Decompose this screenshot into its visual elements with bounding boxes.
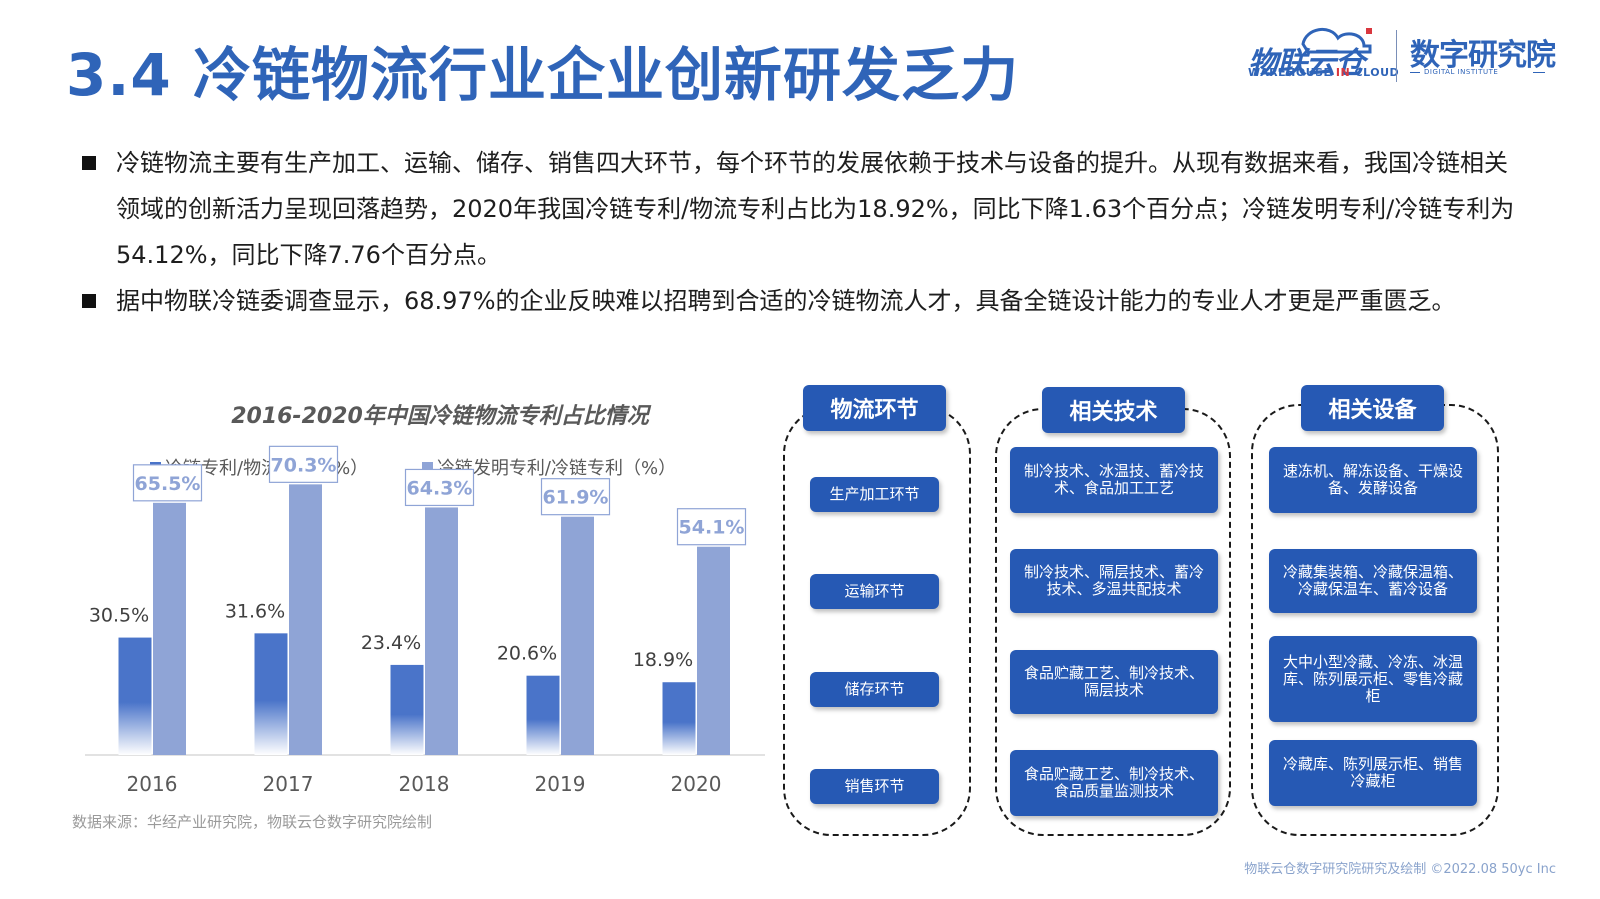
header-logistics: 物流环节 <box>803 385 946 431</box>
bar-series1 <box>526 675 560 755</box>
data-label-box <box>132 464 203 502</box>
cloud-icon <box>1301 28 1372 54</box>
tech-transport: 制冷技术、隔层技术、蓄冷技术、多温共配技术 <box>1010 549 1218 613</box>
bullet-square-icon <box>82 156 96 170</box>
bar-series1 <box>390 664 424 755</box>
data-label-series2: 65.5% <box>135 473 201 495</box>
institute-name: 数字研究院 <box>1410 38 1556 73</box>
stage-transport: 运输环节 <box>810 574 939 609</box>
footer-credit: 物联云仓数字研究院研究及绘制 ©2022.08 50yc Inc <box>1244 862 1556 877</box>
tech-production: 制冷技术、冰温技、蓄冷技术、食品加工工艺 <box>1010 447 1218 513</box>
brand-name-en: WAREHOUSE IN CLOUD <box>1248 66 1400 79</box>
data-label-series2: 70.3% <box>271 454 337 476</box>
data-label-series2: 54.1% <box>679 517 745 539</box>
legend-label: 冷链发明专利/冷链专利（%） <box>436 458 677 479</box>
logo-divider <box>1396 30 1397 82</box>
stage-storage: 储存环节 <box>810 672 939 707</box>
page-title: 3.4 冷链物流行业企业创新研发乏力 <box>66 41 1019 109</box>
x-tick-label: 2018 <box>399 772 450 796</box>
tech-sales: 食品贮藏工艺、制冷技术、食品质量监测技术 <box>1010 750 1218 816</box>
institute-rule-left <box>1410 72 1420 73</box>
bar-series2 <box>153 502 186 755</box>
bullet-text: 据中物联冷链委调查显示，68.97%的企业反映难以招聘到合适的冷链物流人才，具备… <box>116 287 1456 315</box>
bar-series1 <box>254 633 288 755</box>
equip-production: 速冻机、解冻设备、干燥设备、发酵设备 <box>1269 447 1477 513</box>
data-label-series1: 20.6% <box>497 643 557 665</box>
x-tick-label: 2016 <box>127 772 178 796</box>
brand-name: 物联云仓 <box>1248 46 1365 81</box>
bullet-item: 据中物联冷链委调查显示，68.97%的企业反映难以招聘到合适的冷链物流人才，具备… <box>80 278 1520 324</box>
data-label-box <box>404 468 475 507</box>
data-label-series2: 64.3% <box>407 477 473 499</box>
bullet-text: 冷链物流主要有生产加工、运输、储存、销售四大环节，每个环节的发展依赖于技术与设备… <box>116 149 1515 269</box>
institute-name-en: DIGITAL INSTITUTE <box>1424 68 1499 76</box>
legend-swatch <box>421 462 433 473</box>
bullet-item: 冷链物流主要有生产加工、运输、储存、销售四大环节，每个环节的发展依赖于技术与设备… <box>80 140 1520 278</box>
stage-production: 生产加工环节 <box>810 477 939 512</box>
data-label-series1: 30.5% <box>89 605 149 627</box>
x-tick-label: 2020 <box>671 772 722 796</box>
equip-sales: 冷藏库、陈列展示柜、销售冷藏柜 <box>1269 740 1477 806</box>
data-label-series2: 61.9% <box>543 487 609 509</box>
data-label-series1: 23.4% <box>361 632 421 654</box>
bullet-list: 冷链物流主要有生产加工、运输、储存、销售四大环节，每个环节的发展依赖于技术与设备… <box>80 140 1520 324</box>
header-technology: 相关技术 <box>1042 387 1185 433</box>
data-label-box <box>268 445 339 483</box>
stage-sales: 销售环节 <box>810 769 939 804</box>
bar-series2 <box>289 484 322 755</box>
brand-logo: 物联云仓 WAREHOUSE IN CLOUD 数字研究院 DIGITAL IN… <box>1248 16 1568 88</box>
source-note: 数据来源：华经产业研究院，物联云仓数字研究院绘制 <box>72 813 433 831</box>
bar-series2 <box>697 546 730 755</box>
data-label-box <box>676 508 747 546</box>
x-tick-label: 2019 <box>535 772 586 796</box>
data-label-series1: 31.6% <box>225 600 285 622</box>
institute-rule-right <box>1533 72 1545 73</box>
equip-transport: 冷藏集装箱、冷藏保温箱、冷藏保温车、蓄冷设备 <box>1269 549 1477 613</box>
bullet-square-icon <box>82 294 96 308</box>
tech-storage: 食品贮藏工艺、制冷技术、隔层技术 <box>1010 650 1218 714</box>
data-label-box <box>540 478 611 516</box>
bar-series1 <box>662 682 696 755</box>
chart-title: 2016-2020年中国冷链物流专利占比情况 <box>231 404 649 429</box>
equip-storage: 大中小型冷藏、冷冻、冰温库、陈列展示柜、零售冷藏柜 <box>1269 636 1477 722</box>
bar-series2 <box>561 516 594 755</box>
x-tick-label: 2017 <box>263 772 314 796</box>
bar-series1 <box>118 637 152 755</box>
bar-series2 <box>425 507 458 755</box>
legend-item-series2: 冷链发明专利/冷链专利（%） <box>421 454 677 480</box>
header-equipment: 相关设备 <box>1301 385 1444 431</box>
data-label-series1: 18.9% <box>633 649 693 671</box>
